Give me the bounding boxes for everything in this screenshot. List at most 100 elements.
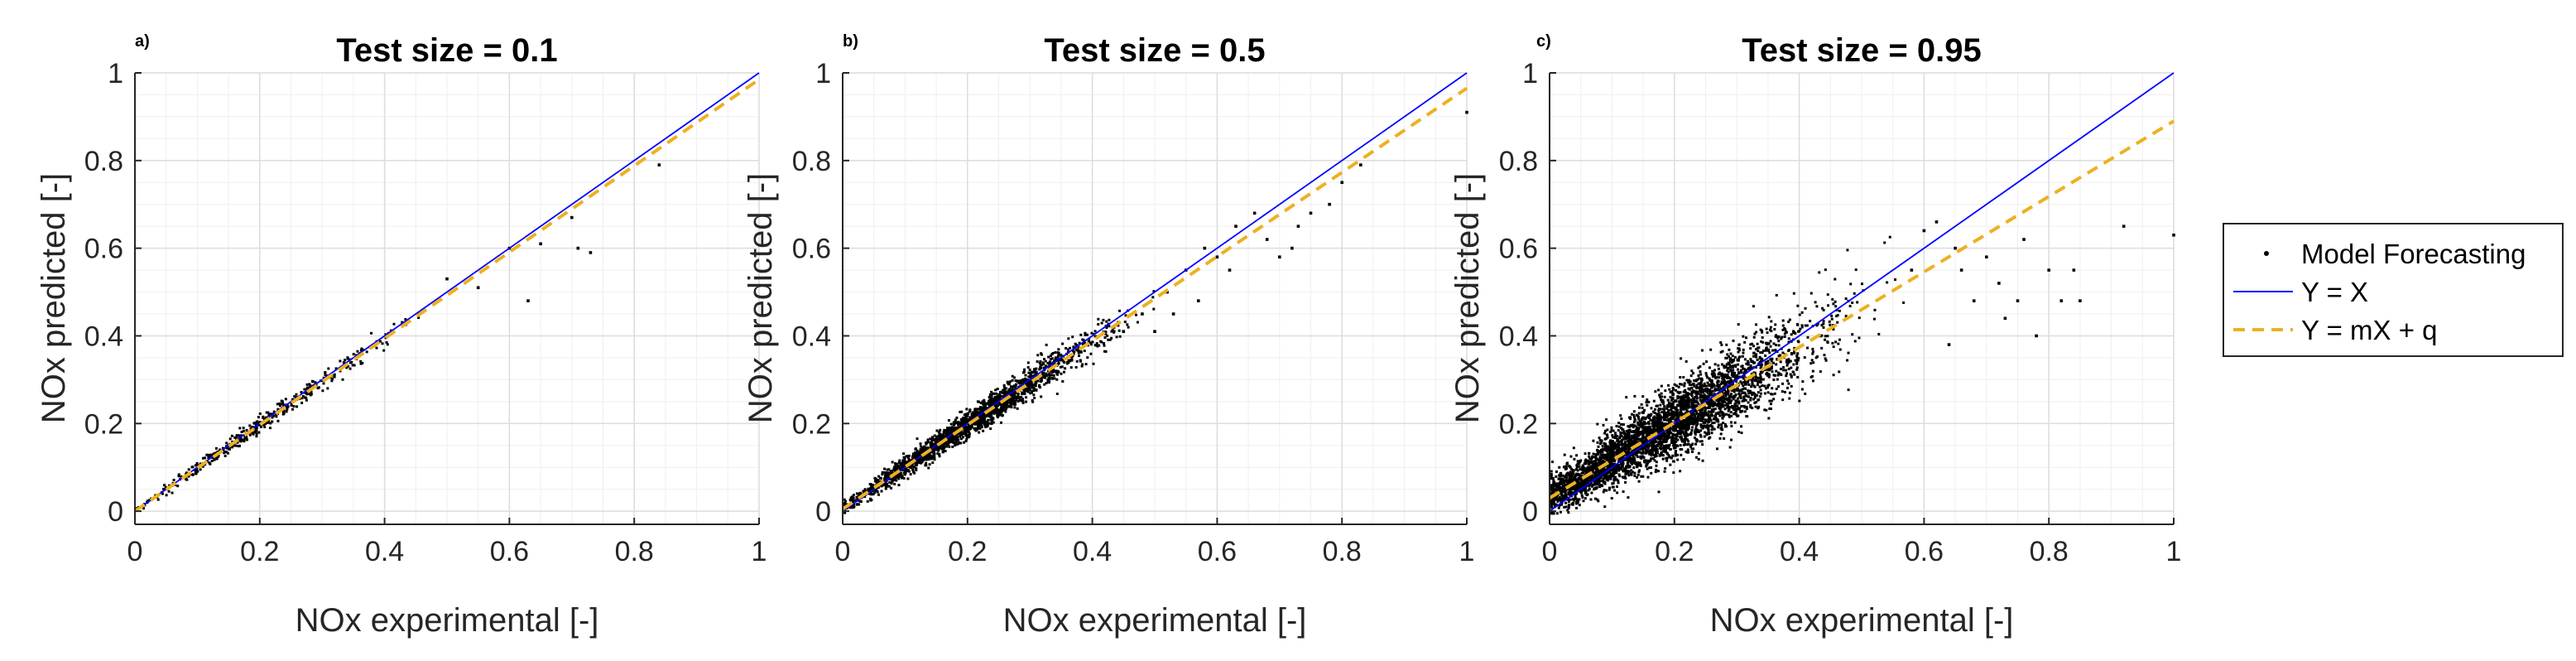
data-point (1152, 290, 1156, 293)
data-point (1622, 453, 1626, 456)
data-point (897, 477, 901, 480)
data-point (1780, 337, 1783, 340)
data-point (1627, 441, 1631, 445)
data-point (1124, 314, 1127, 317)
data-point (1610, 474, 1613, 477)
data-point (1650, 471, 1653, 475)
data-point (859, 493, 863, 496)
data-point (967, 423, 970, 427)
data-point (1612, 429, 1615, 432)
data-point (1734, 365, 1737, 369)
data-point (281, 413, 285, 416)
data-point (1010, 392, 1013, 395)
data-point (1793, 346, 1796, 350)
data-point (1649, 459, 1652, 462)
data-point (1628, 464, 1632, 467)
data-point (985, 425, 988, 428)
data-point (1667, 445, 1670, 448)
data-point (1824, 357, 1827, 360)
data-point (1753, 355, 1757, 358)
data-point (1734, 364, 1737, 367)
data-point (916, 449, 919, 452)
data-point (886, 485, 889, 488)
data-point (341, 378, 344, 381)
data-point (1572, 446, 1575, 450)
data-point (238, 427, 242, 430)
data-point (1011, 379, 1014, 382)
data-point (1742, 381, 1745, 384)
data-point (975, 422, 978, 425)
data-point (1026, 389, 1030, 393)
data-point (1713, 374, 1717, 378)
data-point (1688, 420, 1691, 423)
data-point (1776, 336, 1780, 340)
data-point (1559, 510, 1562, 514)
y-tick-label: 0.2 (792, 408, 831, 440)
data-point (1748, 389, 1752, 393)
data-point (1782, 369, 1785, 372)
data-point (1787, 340, 1790, 344)
data-point (1753, 401, 1757, 404)
data-point (1022, 392, 1026, 395)
data-point (1814, 301, 1817, 304)
data-point (967, 426, 970, 429)
data-point (1861, 282, 1864, 286)
data-point (1670, 398, 1673, 402)
data-point (1679, 423, 1682, 427)
data-point (1555, 512, 1559, 515)
data-point (850, 497, 853, 500)
data-point (199, 468, 202, 471)
data-point (272, 410, 276, 413)
data-point (941, 435, 944, 438)
data-point (1632, 416, 1636, 419)
data-point (225, 446, 228, 450)
data-point (1558, 495, 1561, 499)
data-point (1777, 355, 1781, 358)
data-point (1098, 344, 1101, 347)
data-point (1810, 359, 1814, 362)
data-point (1089, 352, 1093, 355)
data-point (965, 437, 968, 441)
data-point (1627, 474, 1631, 477)
data-point (1613, 462, 1617, 466)
data-point (256, 420, 259, 423)
data-point (1084, 341, 1087, 345)
data-point (1610, 426, 1613, 429)
outlier-point (1141, 312, 1144, 316)
data-point (1728, 446, 1732, 449)
data-point (1699, 423, 1703, 427)
data-point (1719, 340, 1723, 344)
data-point (997, 395, 1001, 398)
data-point (1081, 338, 1084, 341)
data-point (1558, 487, 1561, 490)
data-point (1742, 404, 1746, 408)
data-point (930, 446, 933, 449)
data-point (1643, 461, 1646, 464)
data-point (1048, 378, 1051, 381)
data-point (1050, 370, 1054, 374)
data-point (982, 409, 985, 413)
data-point (983, 403, 987, 407)
data-point (1661, 457, 1665, 461)
data-point (1601, 445, 1604, 448)
data-point (914, 451, 917, 454)
data-point (949, 432, 953, 435)
data-point (1606, 456, 1609, 460)
data-point (1611, 433, 1614, 437)
data-point (916, 437, 919, 441)
data-point (309, 384, 312, 388)
data-point (992, 403, 995, 406)
data-point (907, 461, 911, 464)
data-point (1795, 362, 1799, 365)
data-point (989, 415, 992, 418)
data-point (990, 397, 993, 400)
data-point (919, 448, 922, 451)
data-point (954, 436, 957, 439)
data-point (359, 362, 363, 365)
data-point (886, 476, 889, 480)
data-point (1610, 455, 1613, 458)
data-point (1751, 407, 1754, 410)
data-point (874, 480, 877, 483)
data-point (1716, 398, 1719, 402)
data-point (1736, 404, 1739, 408)
